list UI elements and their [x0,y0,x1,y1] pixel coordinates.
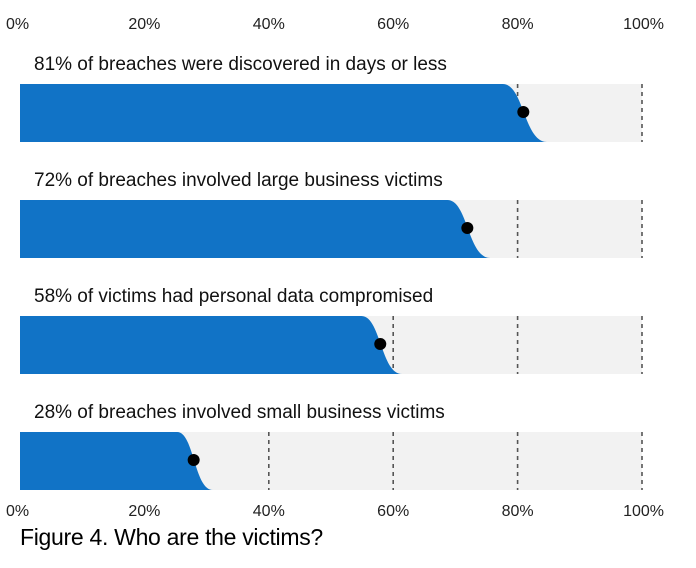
top-tick-label: 20% [128,16,160,33]
bar-fill [20,200,491,258]
figure-caption: Figure 4. Who are the victims? [20,524,323,550]
bars-group: 81% of breaches were discovered in days … [20,54,643,490]
bottom-tick-label: 60% [377,503,409,520]
top-tick-label: 60% [377,16,409,33]
value-marker [517,106,530,118]
bottom-tick-label: 0% [6,503,29,520]
bar-fill [20,316,403,374]
bar-label: 58% of victims had personal data comprom… [34,286,433,307]
value-marker [461,222,474,234]
value-marker [187,454,200,466]
top-tick-label: 0% [6,16,29,33]
bottom-tick-label: 20% [128,503,160,520]
bar-group: 28% of breaches involved small business … [20,402,643,490]
top-axis: 0% 20% 40% 60% 80% 100% [6,16,664,33]
bottom-axis: 0% 20% 40% 60% 80% 100% [6,503,664,520]
bar-label: 28% of breaches involved small business … [34,402,445,423]
bottom-tick-label: 40% [253,503,285,520]
bar-fill [20,432,213,490]
bar-chart: 0% 20% 40% 60% 80% 100% 81% of breaches were … [6,16,664,520]
bar-label: 72% of breaches involved large business … [34,170,443,191]
bar-group: 72% of breaches involved large business … [20,170,643,258]
bar-fill [20,84,548,142]
top-tick-label: 40% [253,16,285,33]
bar-group: 81% of breaches were discovered in days … [20,54,643,142]
top-tick-label: 100% [623,16,664,33]
bar-group: 58% of victims had personal data comprom… [20,286,643,374]
bar-label: 81% of breaches were discovered in days … [34,54,447,75]
bottom-tick-label: 100% [623,503,664,520]
bottom-tick-label: 80% [502,503,534,520]
top-tick-label: 80% [502,16,534,33]
value-marker [374,338,387,350]
